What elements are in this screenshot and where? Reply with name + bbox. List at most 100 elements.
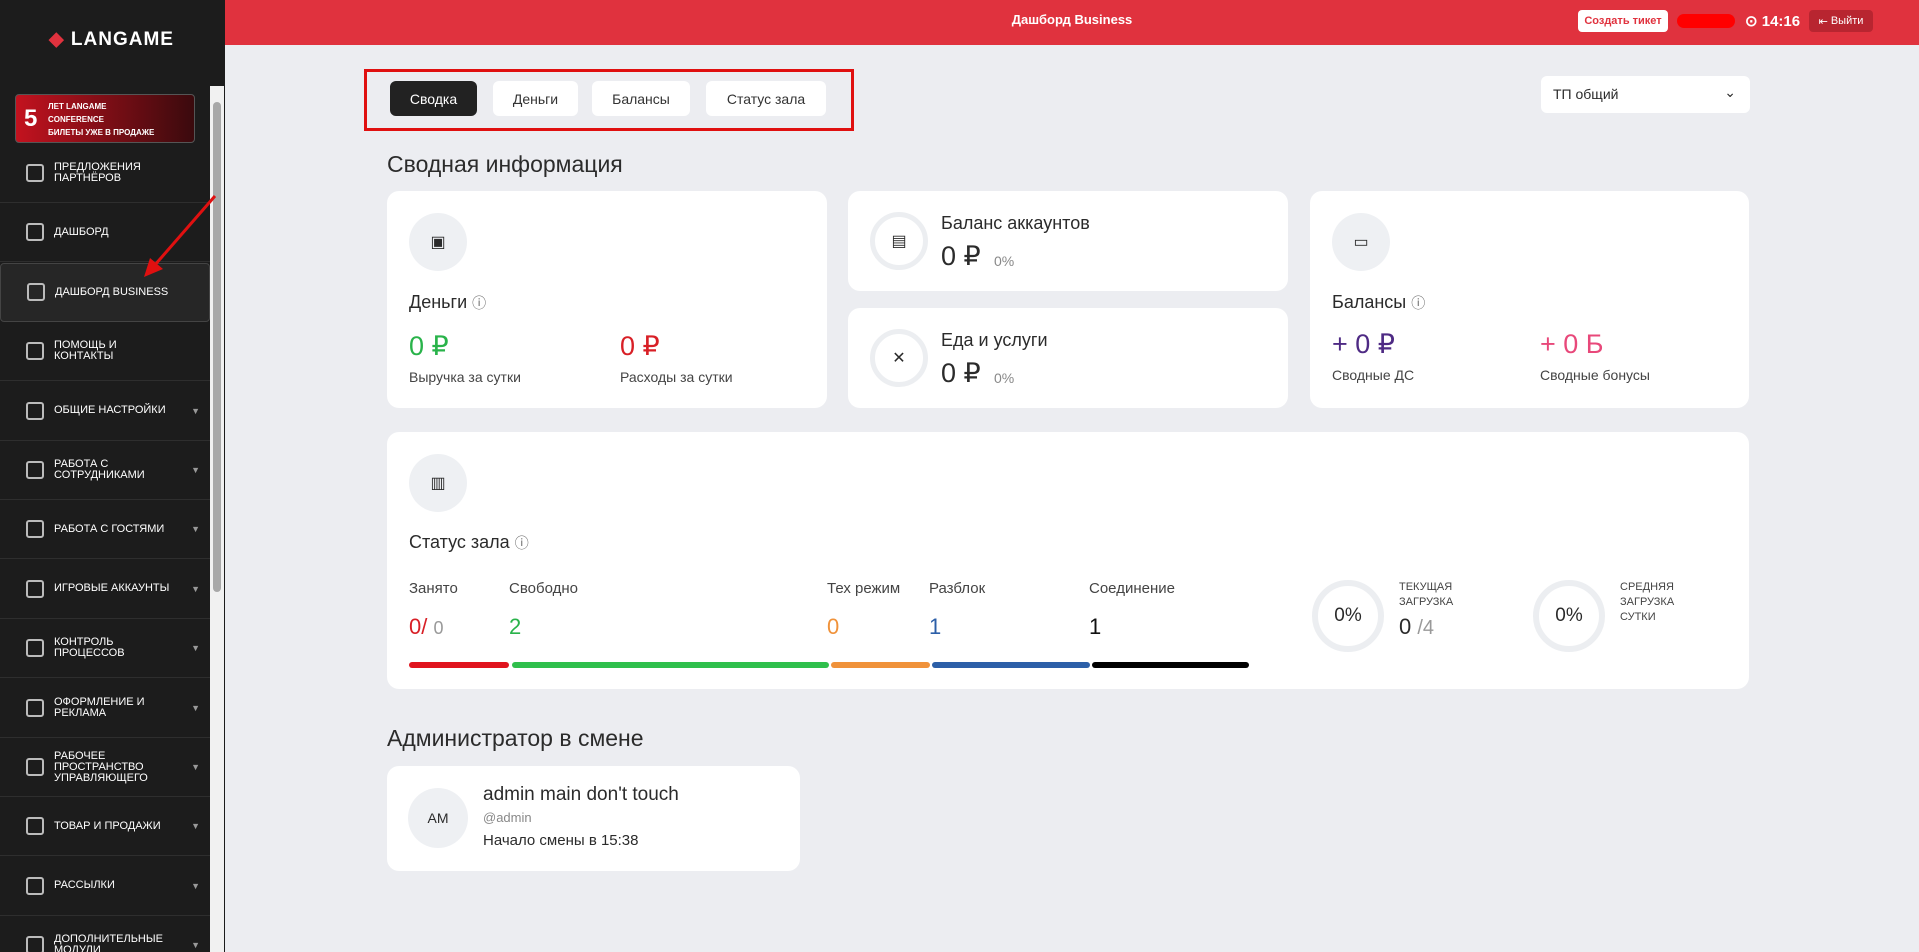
dropdown-caret: ▼ [191, 465, 200, 475]
menu-item[interactable]: Контроль процессов ▼ [0, 619, 210, 679]
menu-label: Дополнительные модули [54, 933, 163, 952]
scrollbar-thumb[interactable] [213, 102, 221, 592]
busy-total: 0 [433, 618, 444, 638]
menu-item[interactable]: Работа с сотрудниками ▼ [0, 441, 210, 500]
menu-icon [26, 461, 44, 479]
busy-value: 0/ [409, 614, 428, 639]
menu-item[interactable]: Общие настройки ▼ [0, 382, 210, 441]
menu-item[interactable]: Помощь и контакты [0, 322, 210, 382]
load-current: 0 [1399, 614, 1412, 639]
menu-icon [26, 164, 44, 182]
menu-icon [26, 698, 44, 717]
section-title: Администратор в смене [387, 725, 644, 751]
dropdown-caret: ▼ [191, 880, 200, 891]
load-total: /4 [1417, 617, 1435, 639]
card-title: Баланс аккаунтов [941, 213, 1090, 233]
top-bar: Дашборд Business Создать тикет ⊙ 14:16 ⇤… [225, 0, 1919, 45]
expenses-label: Расходы за сутки [620, 369, 733, 385]
banner-line: ЛЕТ LANGAME [48, 102, 107, 111]
tab-active[interactable]: Сводка [390, 81, 477, 116]
menu-label: Работа с сотрудниками [54, 458, 145, 481]
menu-icon [26, 758, 44, 776]
menu-item[interactable]: Оформление и реклама ▼ [0, 679, 210, 738]
bar-segment [409, 662, 509, 668]
food-percent: 0% [994, 370, 1015, 386]
load-gauge: 0% [1312, 580, 1384, 652]
logo[interactable]: ◆ LANGAME [49, 28, 174, 51]
expenses-value: 0 ₽ [620, 331, 660, 361]
menu-icon [26, 342, 44, 361]
menu-icon [26, 817, 44, 836]
clock-time: 14:16 [1761, 13, 1801, 30]
stat-label: Разблок [929, 580, 986, 597]
food-card: ✕ Еда и услуги 0 ₽ 0% [848, 308, 1288, 408]
card-title-text: Статус зала [409, 532, 510, 552]
card-title: Балансы ⓘ [1332, 292, 1425, 313]
dropdown-caret: ▼ [191, 524, 200, 535]
gauge-label: Текущая загрузка [1399, 581, 1454, 608]
menu-label: Работа с гостями [54, 522, 165, 535]
menu-icon [26, 936, 44, 952]
admin-login: @admin [483, 810, 532, 825]
tab[interactable]: Балансы [592, 81, 690, 116]
create-ticket-button[interactable]: Создать тикет [1578, 10, 1668, 32]
hall-icon: ▥ [409, 454, 467, 512]
card-title: Еда и услуги [941, 330, 1048, 350]
logout-button[interactable]: ⇤ Выйти [1809, 10, 1873, 32]
select-chevron: ⌄ [1724, 84, 1736, 100]
admin-shift: Начало смены в 15:38 [483, 832, 639, 849]
info-icon[interactable]: ⓘ [1411, 295, 1426, 311]
redacted-user [1677, 14, 1735, 28]
dropdown-caret: ▼ [191, 821, 200, 832]
bar-segment [1092, 662, 1249, 668]
bonus-label: Сводные бонусы [1540, 367, 1650, 383]
tab[interactable]: Статус зала [706, 81, 826, 116]
annotation-arrow [144, 195, 217, 277]
menu-item[interactable]: Рассылки ▼ [0, 857, 210, 916]
dropdown-caret: ▼ [191, 762, 200, 772]
bar-segment [932, 662, 1090, 668]
menu-label: Оформление и реклама [54, 695, 145, 719]
accounts-icon: ▤ [870, 212, 928, 270]
dropdown-caret: ▼ [191, 583, 200, 594]
logo-text: LANGAME [70, 29, 174, 50]
menu-icon [26, 876, 44, 895]
club-select[interactable]: ТП общий ⌄ [1541, 76, 1750, 113]
revenue-label: Выручка за сутки [409, 369, 521, 385]
arrow-head [144, 258, 163, 277]
load-count: 0 /4 [1399, 614, 1434, 640]
menu-item[interactable]: Предложения партнёров [0, 144, 210, 203]
revenue-value: 0 ₽ [409, 331, 449, 361]
page-title: Дашборд Business [225, 12, 1919, 27]
avg-gauge: 0% [1533, 580, 1605, 652]
stat-value: 1 [1089, 614, 1102, 639]
menu-item[interactable]: Дополнительные модули ▼ [0, 916, 210, 952]
hall-card: ▥ Статус зала ⓘ Занято 0/ 0 Свободно 2 Т… [387, 432, 1749, 689]
dropdown-caret: ▼ [191, 643, 200, 654]
card-title: Деньги ⓘ [409, 292, 486, 313]
menu-icon [26, 401, 44, 420]
card-title: Статус зала ⓘ [409, 532, 529, 553]
menu-icon [26, 223, 44, 242]
menu-item[interactable]: Работа с гостями ▼ [0, 500, 210, 560]
menu-label: Контроль процессов [54, 636, 125, 660]
info-icon[interactable]: ⓘ [472, 295, 487, 311]
menu-label: Рассылки [54, 879, 115, 892]
bonus-value: + 0 Б [1540, 329, 1604, 359]
menu-item[interactable]: Игровые аккаунты ▼ [0, 560, 210, 619]
tab[interactable]: Деньги [493, 81, 578, 116]
menu-label: Дашборд Business [55, 285, 169, 298]
menu-label: Товар и продажи [54, 819, 161, 832]
menu-item-active[interactable]: Дашборд Business [0, 262, 210, 322]
balances-card: ▭ Балансы ⓘ + 0 ₽ Сводные ДС + 0 Б Сводн… [1310, 191, 1749, 408]
menu-item[interactable]: Дашборд [0, 203, 210, 263]
conference-banner[interactable]: 5 ЛЕТ LANGAME CONFERENCE БИЛЕТЫ УЖЕ В ПР… [15, 94, 195, 143]
menu-item[interactable]: Товар и продажи ▼ [0, 797, 210, 857]
menu-label: Игровые аккаунты [54, 582, 170, 595]
menu-item[interactable]: Рабочее пространство управляющего ▼ [0, 738, 210, 797]
info-icon[interactable]: ⓘ [514, 535, 529, 551]
money-card: ▣ Деньги ⓘ 0 ₽ Выручка за сутки 0 ₽ Расх… [387, 191, 827, 408]
avatar: AM [408, 788, 468, 848]
money-icon: ▣ [409, 213, 467, 271]
